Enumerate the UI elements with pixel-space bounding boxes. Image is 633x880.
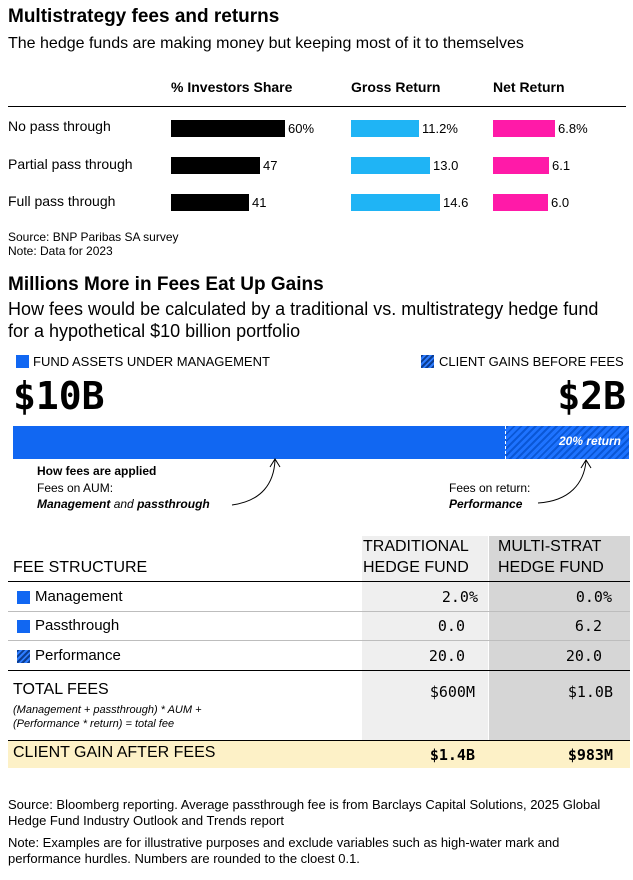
- traditional-header: TRADITIONAL HEDGE FUND: [363, 538, 469, 576]
- performance-swatch: [17, 650, 30, 663]
- header-investors-share: % Investors Share: [171, 79, 293, 95]
- bar-investors-share-partial-pass: [171, 157, 260, 174]
- gain-row-bg: [8, 740, 630, 768]
- traditional-column-bg: [362, 536, 488, 768]
- chart-note: Note: Data for 2023: [8, 244, 113, 258]
- footer-note: Note: Examples are for illustrative purp…: [8, 835, 560, 866]
- total-fees-traditional: $600M: [429, 683, 475, 701]
- bar-gross-return-no-pass: [351, 120, 419, 137]
- gains-legend-label: CLIENT GAINS BEFORE FEES: [439, 354, 624, 369]
- formula-line-2: (Performance * return) = total fee: [13, 718, 175, 730]
- label-net-return-no-pass: 6.8%: [558, 121, 588, 136]
- gains-value: $2B: [557, 374, 626, 418]
- label-gross-return-full-pass: 14.6: [443, 195, 469, 210]
- passthrough-traditional: 0.0: [437, 617, 465, 635]
- aum-arrow-head: [269, 458, 281, 468]
- header-rule: [8, 106, 626, 107]
- passthrough-swatch: [17, 620, 30, 633]
- client-gain-traditional: $1.4B: [429, 746, 475, 764]
- formula-line-1: (Management + passthrough) * AUM +: [13, 704, 202, 716]
- aum-legend-label: FUND ASSETS UNDER MANAGEMENT: [33, 354, 270, 369]
- return-label: 20% return: [558, 434, 621, 448]
- bar-investors-share-full-pass: [171, 194, 249, 211]
- fees-on-aum-label: Fees on AUM:: [37, 481, 114, 495]
- passthrough-multistrat: 6.2: [574, 617, 602, 635]
- table-rule-mid: [8, 670, 630, 671]
- row-label-full-pass: Full pass through: [8, 193, 116, 209]
- total-fees-multistrat: $1.0B: [567, 683, 613, 701]
- passthrough-label: Passthrough: [35, 617, 120, 634]
- aum-value: $10B: [13, 374, 105, 418]
- fees-on-return-label: Fees on return:: [449, 481, 531, 495]
- label-gross-return-partial-pass: 13.0: [433, 158, 459, 173]
- annotation-arrows: [231, 458, 592, 506]
- aum-bar: 20% return: [13, 426, 629, 459]
- bar-net-return-no-pass: [493, 120, 555, 137]
- total-fees-label: TOTAL FEES: [13, 681, 109, 698]
- row-label-no-pass: No pass through: [8, 118, 111, 134]
- management-multistrat: 0.0%: [575, 588, 612, 606]
- label-investors-share-partial-pass: 47: [263, 158, 278, 173]
- fees-on-aum-detail: Management and passthrough: [37, 497, 210, 511]
- section-title: Millions More in Fees Eat Up Gains: [8, 274, 324, 295]
- gains-legend-swatch: [421, 355, 434, 368]
- chart-source: Source: BNP Paribas SA survey: [8, 230, 179, 244]
- performance-traditional: 20.0: [428, 647, 465, 665]
- performance-label: Performance: [35, 647, 121, 664]
- table-rule-gain: [8, 740, 630, 741]
- performance-multistrat: 20.0: [565, 647, 602, 665]
- footer-source: Source: Bloomberg reporting. Average pas…: [8, 797, 601, 828]
- fees-on-return-detail: Performance: [449, 497, 523, 511]
- table-divider: [8, 611, 630, 612]
- how-fees-heading: How fees are applied: [37, 464, 157, 478]
- return-arrow-head: [580, 459, 592, 469]
- management-swatch: [17, 591, 30, 604]
- bar-investors-share-no-pass: [171, 120, 285, 137]
- bar-net-return-partial-pass: [493, 157, 549, 174]
- table-rule-top: [8, 581, 630, 582]
- client-gain-label: CLIENT GAIN AFTER FEES: [13, 744, 216, 761]
- label-gross-return-no-pass: 11.2%: [422, 121, 458, 136]
- label-net-return-full-pass: 6.0: [551, 195, 570, 210]
- label-net-return-partial-pass: 6.1: [552, 158, 571, 173]
- table-divider: [8, 640, 630, 641]
- section-subtitle: How fees would be calculated by a tradit…: [8, 299, 599, 341]
- aum-legend-swatch: [16, 355, 29, 368]
- row-label-partial-pass: Partial pass through: [8, 156, 133, 172]
- management-label: Management: [35, 588, 123, 605]
- aum-arrow: [231, 459, 276, 506]
- bar-gross-return-full-pass: [351, 194, 440, 211]
- header-gross-return: Gross Return: [351, 79, 441, 95]
- label-investors-share-full-pass: 41: [252, 195, 267, 210]
- multistrat-header: MULTI-STRAT HEDGE FUND: [498, 538, 604, 576]
- chart-subtitle: The hedge funds are making money but kee…: [8, 35, 524, 52]
- fee-structure-heading: FEE STRUCTURE: [13, 559, 148, 576]
- return-segment: 20% return: [505, 426, 629, 459]
- header-net-return: Net Return: [493, 79, 565, 95]
- bar-gross-return-partial-pass: [351, 157, 430, 174]
- return-arrow: [537, 460, 587, 504]
- management-traditional: 2.0%: [441, 588, 478, 606]
- bar-net-return-full-pass: [493, 194, 548, 211]
- label-investors-share-no-pass: 60%: [288, 121, 315, 136]
- multistrat-column-bg: [489, 536, 630, 768]
- chart-title: Multistrategy fees and returns: [8, 6, 280, 27]
- client-gain-multistrat: $983M: [567, 746, 613, 764]
